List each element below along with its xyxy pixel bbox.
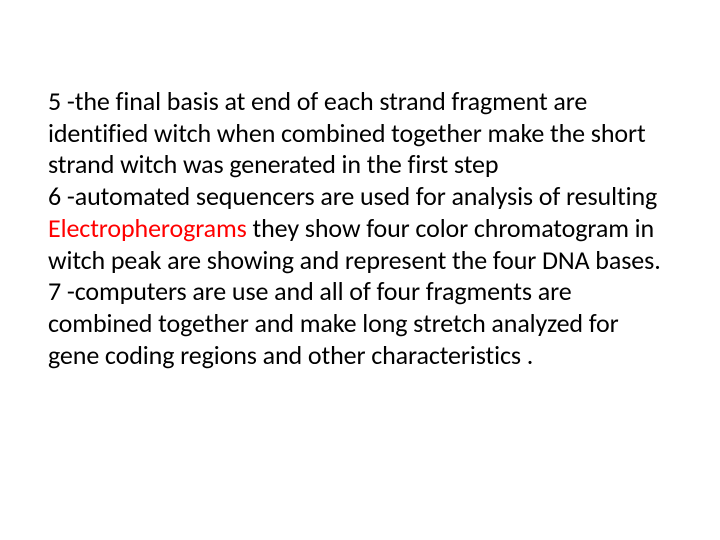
highlighted-term: Electropherograms bbox=[48, 212, 247, 244]
slide: 5 -the final basis at end of each strand… bbox=[0, 0, 720, 540]
text-run: 6 -automated sequencers are used for ana… bbox=[48, 180, 657, 212]
text-run: 7 -computers are use and all of four fra… bbox=[48, 275, 619, 370]
slide-body-text: 5 -the final basis at end of each strand… bbox=[48, 86, 672, 371]
text-run: 5 -the final basis at end of each strand… bbox=[48, 85, 646, 180]
